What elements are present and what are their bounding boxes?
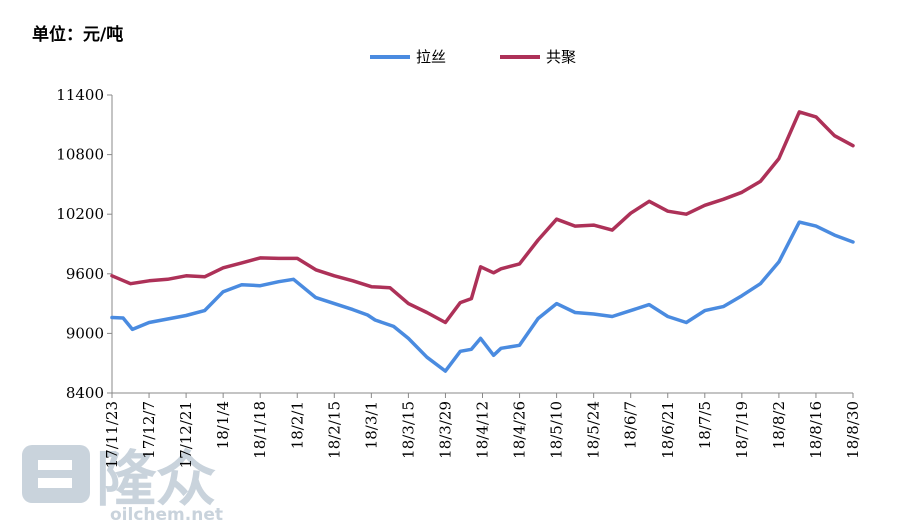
series-line-gongju <box>110 110 855 325</box>
x-tick-label: 18/8/16 <box>807 401 825 459</box>
x-tick-label: 18/6/21 <box>659 401 677 459</box>
legend-label-gongju: 共聚 <box>546 48 576 66</box>
x-tick-label: 18/2/1 <box>288 401 306 449</box>
x-tick-label: 18/8/2 <box>770 401 788 449</box>
series-line-lasi <box>110 220 855 373</box>
x-tick-label: 18/5/10 <box>548 401 566 459</box>
x-tick-label: 18/7/19 <box>733 401 751 459</box>
x-tick-label: 18/3/29 <box>436 401 454 459</box>
watermark-logo-icon <box>22 445 90 503</box>
axes <box>107 94 854 398</box>
watermark-logo: 隆众 <box>96 445 216 515</box>
y-tick-label: 11400 <box>56 86 104 104</box>
x-tick-label: 17/12/21 <box>177 401 195 468</box>
y-tick-label: 8400 <box>66 384 104 402</box>
x-tick-label: 17/11/23 <box>103 401 121 468</box>
x-tick-label: 18/8/30 <box>844 401 862 459</box>
y-tick-label: 9000 <box>66 324 104 342</box>
watermark: 隆众 oilchem.net <box>22 445 223 525</box>
x-tick-label: 18/2/15 <box>325 401 343 459</box>
x-tick-label: 18/7/5 <box>696 401 714 449</box>
x-tick-label: 18/4/26 <box>511 401 529 459</box>
x-tick-label: 18/3/15 <box>399 401 417 459</box>
series-lines <box>110 110 855 373</box>
y-tick-label: 10800 <box>56 146 104 164</box>
x-tick-label: 18/6/7 <box>622 401 640 449</box>
y-tick-label: 10200 <box>56 205 104 223</box>
x-tick-label: 18/4/12 <box>474 401 492 459</box>
watermark-url: oilchem.net <box>110 505 223 525</box>
unit-label: 单位：元/吨 <box>32 25 124 45</box>
x-tick-label: 18/1/18 <box>251 401 269 459</box>
x-tick-label: 17/12/7 <box>140 401 158 459</box>
y-tick-label: 9600 <box>66 265 104 283</box>
tick-labels: 8400 9000 9600 10200 10800 11400 17/11/23 17/12… <box>56 86 862 468</box>
x-tick-label: 18/5/24 <box>585 401 603 459</box>
x-tick-label: 18/1/4 <box>214 401 232 449</box>
x-tick-label: 18/3/1 <box>362 401 380 449</box>
legend: 拉丝 共聚 <box>370 48 576 66</box>
legend-label-lasi: 拉丝 <box>416 48 446 66</box>
